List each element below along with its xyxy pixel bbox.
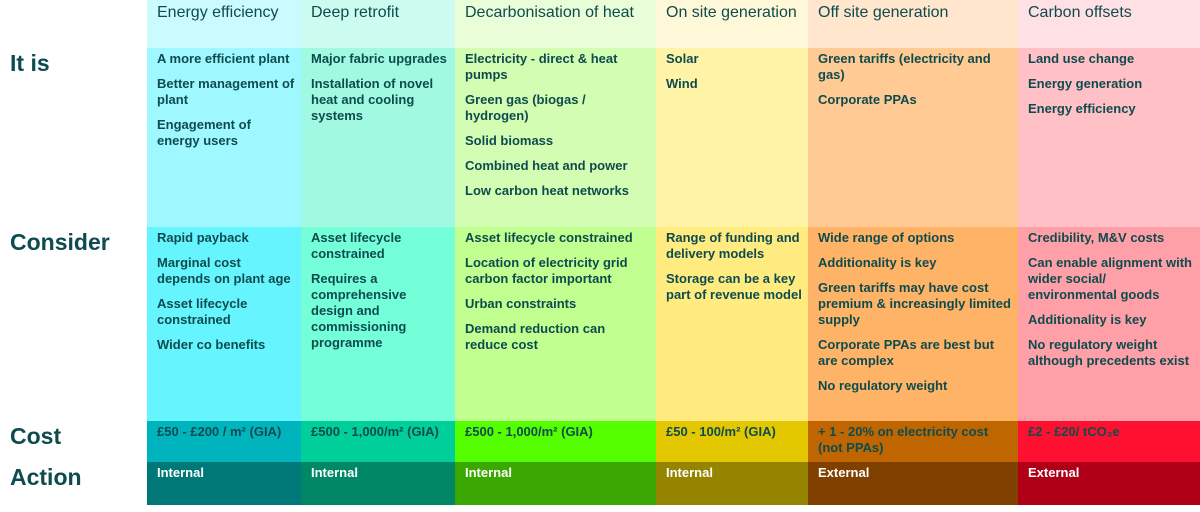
consider-item: Asset lifecycle constrained: [465, 230, 633, 245]
action-cell: External: [1018, 462, 1200, 505]
consider-cell: Asset lifecycle constrained Location of e…: [455, 227, 656, 421]
column-header: Deep retrofit: [301, 0, 455, 48]
column-header: Off site generation: [808, 0, 1018, 48]
consider-item: Credibility, M&V costs: [1028, 230, 1165, 245]
it-is-item: Electricity - direct & heat pumps: [465, 51, 618, 82]
consider-item: Rapid payback: [157, 230, 249, 245]
column-off-site-generation: Off site generation Green tariffs (electr…: [808, 0, 1018, 505]
column-carbon-offsets: Carbon offsets Land use change Energy gene…: [1018, 0, 1200, 505]
consider-item: Asset lifecycle constrained: [157, 296, 248, 327]
column-on-site-generation: On site generation Solar Wind Range of fund…: [656, 0, 808, 505]
cost-cell: + 1 - 20% on electricity cost (not PPAs): [808, 421, 1018, 462]
it-is-item: Wind: [666, 76, 698, 91]
column-deep-retrofit: Deep retrofit Major fabric upgrades Instal…: [301, 0, 455, 505]
column-energy-efficiency: Energy efficiency A more efficient plant B…: [147, 0, 301, 505]
it-is-item: Better management of plant: [157, 76, 295, 107]
consider-item: Can enable alignment with wider social/ …: [1028, 255, 1192, 302]
cost-cell: £50 - 100/m² (GIA): [656, 421, 808, 462]
it-is-item: Energy generation: [1028, 76, 1143, 91]
action-cell: Internal: [147, 462, 301, 505]
consider-cell: Range of funding and delivery models Stor…: [656, 227, 808, 421]
consider-item: No regulatory weight although precedents…: [1028, 337, 1190, 368]
consider-item: Demand reduction can reduce cost: [465, 321, 606, 352]
consider-item: Additionality is key: [1028, 312, 1147, 327]
it-is-item: Energy efficiency: [1028, 101, 1136, 116]
it-is-item: Engagement of energy users: [157, 117, 251, 148]
it-is-cell: Solar Wind: [656, 48, 808, 227]
it-is-cell: A more efficient plant Better management …: [147, 48, 301, 227]
consider-item: Additionality is key: [818, 255, 937, 270]
it-is-item: Major fabric upgrades: [311, 51, 447, 66]
action-cell: Internal: [301, 462, 455, 505]
it-is-cell: Major fabric upgrades Installation of nov…: [301, 48, 455, 227]
row-label-consider: Consider: [10, 229, 110, 255]
it-is-item: Combined heat and power: [465, 158, 628, 173]
consider-item: Asset lifecycle constrained: [311, 230, 402, 261]
consider-item: Corporate PPAs are best but are complex: [818, 337, 995, 368]
column-header: Carbon offsets: [1018, 0, 1200, 48]
cost-cell: £2 - £20/ tCO₂e: [1018, 421, 1200, 462]
column-header: On site generation: [656, 0, 808, 48]
consider-cell: Rapid payback Marginal cost depends on pl…: [147, 227, 301, 421]
consider-item: Storage can be a key part of revenue mod…: [666, 271, 802, 302]
consider-cell: Wide range of options Additionality is ke…: [808, 227, 1018, 421]
consider-item: Wide range of options: [818, 230, 955, 245]
row-label-action: Action: [10, 464, 82, 490]
action-cell: Internal: [455, 462, 656, 505]
column-header: Energy efficiency: [147, 0, 301, 48]
consider-cell: Credibility, M&V costs Can enable alignme…: [1018, 227, 1200, 421]
it-is-item: A more efficient plant: [157, 51, 290, 66]
action-cell: External: [808, 462, 1018, 505]
it-is-item: Solar: [666, 51, 699, 66]
cost-cell: £500 - 1,000/m² (GIA): [301, 421, 455, 462]
it-is-cell: Electricity - direct & heat pumps Green g…: [455, 48, 656, 227]
it-is-cell: Land use change Energy generation Energy e…: [1018, 48, 1200, 227]
it-is-item: Installation of novel heat and cooling s…: [311, 76, 434, 123]
column-header: Decarbonisation of heat: [455, 0, 656, 48]
consider-item: Wider co benefits: [157, 337, 266, 352]
cost-cell: £500 - 1,000/m² (GIA): [455, 421, 656, 462]
it-is-item: Land use change: [1028, 51, 1135, 66]
consider-item: Range of funding and delivery models: [666, 230, 800, 261]
consider-item: No regulatory weight: [818, 378, 948, 393]
it-is-item: Green tariffs (electricity and gas): [818, 51, 991, 82]
it-is-item: Green gas (biogas / hydrogen): [465, 92, 586, 123]
action-cell: Internal: [656, 462, 808, 505]
cost-cell: £50 - £200 / m² (GIA): [147, 421, 301, 462]
row-label-it-is: It is: [10, 50, 50, 76]
it-is-item: Corporate PPAs: [818, 92, 917, 107]
consider-item: Requires a comprehensive design and comm…: [311, 271, 407, 350]
consider-item: Green tariffs may have cost premium & in…: [818, 280, 1011, 327]
it-is-item: Solid biomass: [465, 133, 554, 148]
column-decarbonisation-of-heat: Decarbonisation of heat Electricity - dir…: [455, 0, 656, 505]
consider-cell: Asset lifecycle constrained Requires a co…: [301, 227, 455, 421]
consider-item: Location of electricity grid carbon fact…: [465, 255, 628, 286]
it-is-cell: Green tariffs (electricity and gas) Corpo…: [808, 48, 1018, 227]
row-label-cost: Cost: [10, 423, 62, 449]
it-is-item: Low carbon heat networks: [465, 183, 629, 198]
consider-item: Marginal cost depends on plant age: [157, 255, 291, 286]
consider-item: Urban constraints: [465, 296, 577, 311]
